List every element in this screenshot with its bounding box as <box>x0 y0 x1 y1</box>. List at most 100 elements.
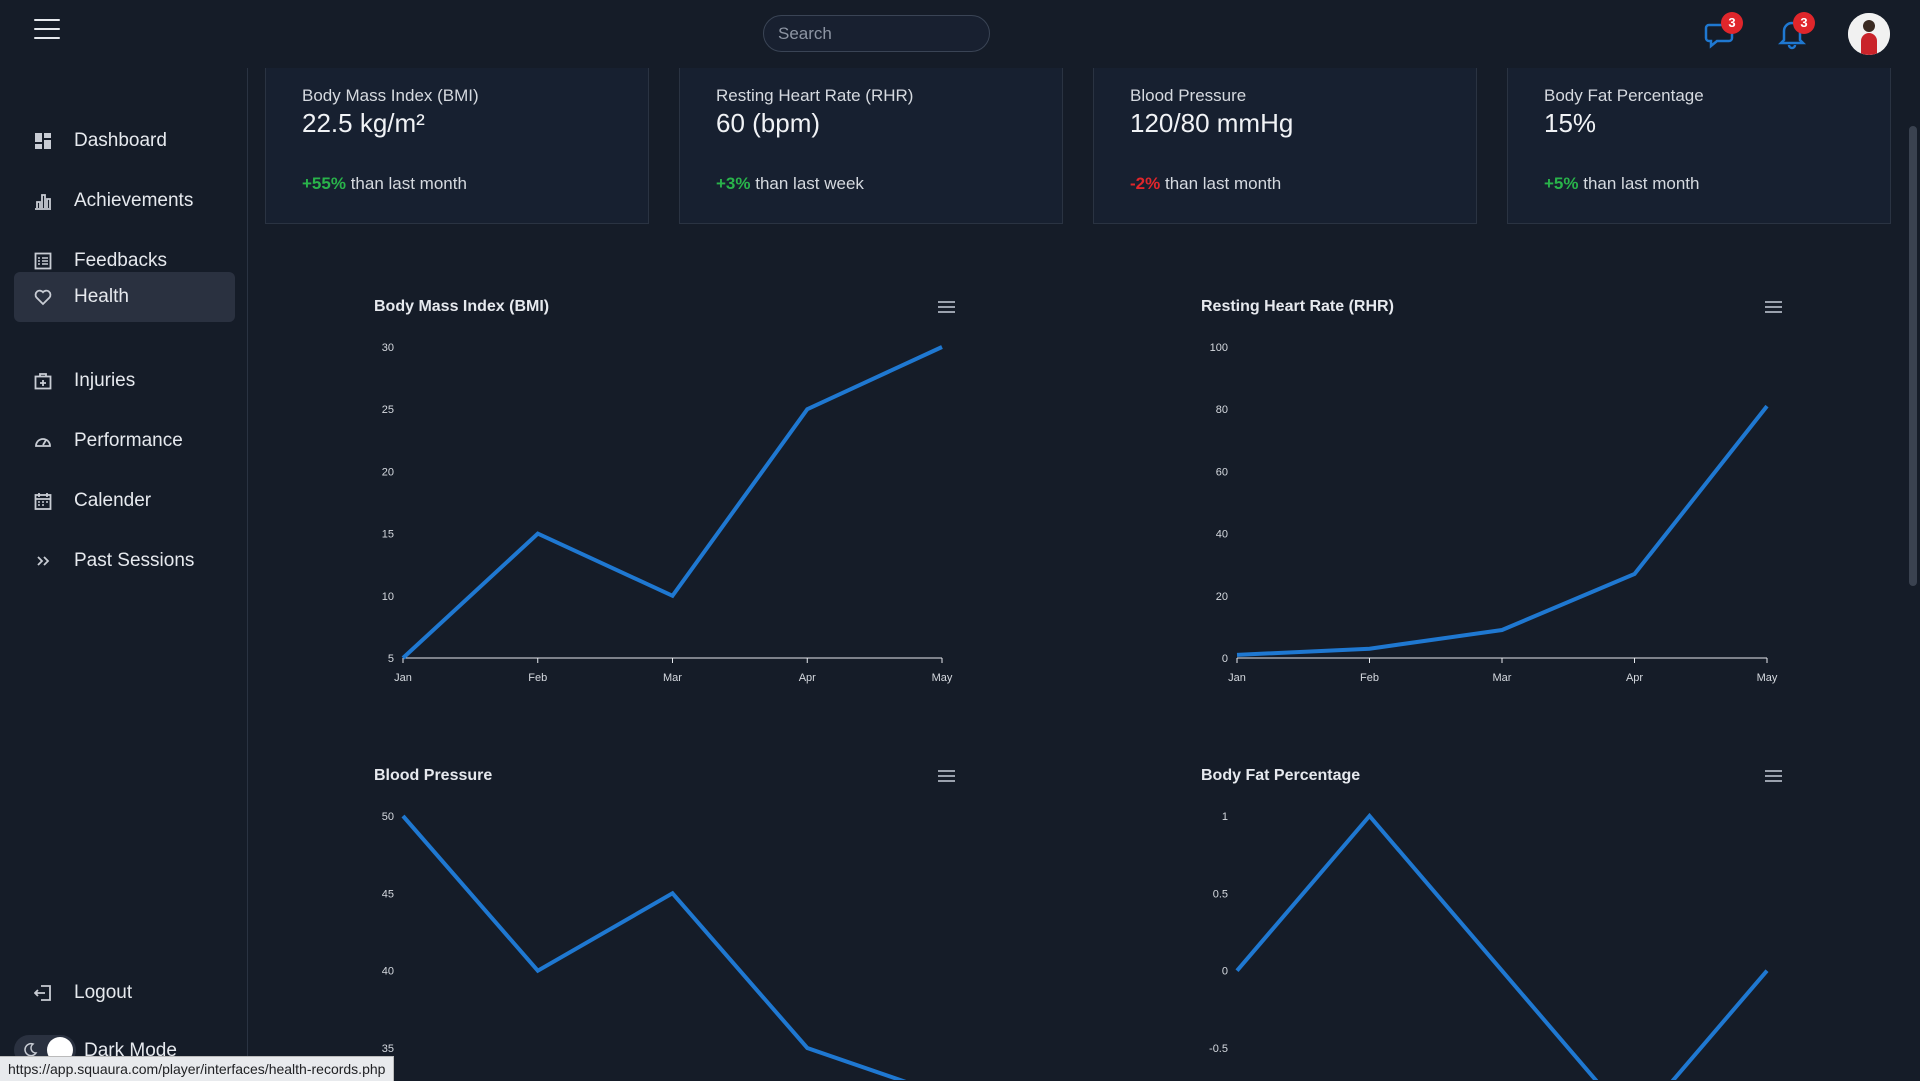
x-tick-label: May <box>1757 672 1778 684</box>
series-line <box>1235 812 1769 1080</box>
y-tick-label: 20 <box>382 466 394 478</box>
change-text: than last month <box>350 174 467 193</box>
stat-card-blood-pressure: Blood Pressure 120/80 mmHg -2% than last… <box>1093 68 1477 224</box>
calendar-icon <box>34 493 52 510</box>
messages-button[interactable]: 3 <box>1703 12 1743 50</box>
y-tick-label: 50 <box>382 811 394 823</box>
scroll-thumb[interactable] <box>1909 126 1917 586</box>
y-tick-label: 0 <box>1222 653 1228 665</box>
notifications-button[interactable]: 3 <box>1775 12 1815 50</box>
avatar[interactable] <box>1848 13 1890 55</box>
card-value: 60 (bpm) <box>716 108 821 138</box>
medkit-icon <box>34 373 52 390</box>
chart-title-blood-pressure: Blood Pressure <box>374 767 493 784</box>
heart-icon <box>34 289 52 306</box>
bar-chart-icon <box>35 194 51 210</box>
chart-title-rhr: Resting Heart Rate (RHR) <box>1201 298 1394 315</box>
change-percent: +55% <box>302 174 346 193</box>
y-tick-label: 100 <box>1210 342 1228 354</box>
chart-body-fat: -0.5 0 0.5 1 <box>1209 811 1769 1080</box>
stat-card-bmi: Body Mass Index (BMI) 22.5 kg/m² +55% th… <box>265 68 649 224</box>
sidebar-item-feedbacks[interactable]: Feedbacks <box>14 236 235 286</box>
y-tick-label: 40 <box>382 966 394 978</box>
x-tick-label: Mar <box>663 672 682 684</box>
stat-card-body-fat: Body Fat Percentage 15% +5% than last mo… <box>1507 68 1891 224</box>
menu-toggle-icon[interactable] <box>34 19 60 41</box>
card-change: -2% than last month <box>1130 174 1281 194</box>
sidebar-item-injuries[interactable]: Injuries <box>14 356 235 406</box>
user-avatar-icon <box>1848 13 1890 55</box>
logout-icon <box>34 985 51 1001</box>
change-percent: +5% <box>1544 174 1579 193</box>
change-text: than last month <box>1583 174 1700 193</box>
sidebar-item-achievements[interactable]: Achievements <box>14 176 235 226</box>
y-tick-label: 10 <box>382 591 394 603</box>
card-title: Body Fat Percentage <box>1544 86 1704 105</box>
x-tick-label: Mar <box>1493 672 1512 684</box>
change-percent: -2% <box>1130 174 1161 193</box>
sidebar-item-performance[interactable]: Performance <box>14 416 235 466</box>
y-tick-label: 0 <box>1222 966 1228 978</box>
chart-menu-icon[interactable] <box>938 301 955 315</box>
chart-title-body-fat: Body Fat Percentage <box>1201 767 1361 784</box>
chart-menu-icon[interactable] <box>938 770 955 784</box>
y-tick-label: 0.5 <box>1213 888 1228 900</box>
x-tick-label: Jan <box>394 672 412 684</box>
search-input[interactable] <box>763 15 990 52</box>
logout-button[interactable]: Logout <box>14 968 235 1018</box>
y-tick-label: 80 <box>1216 404 1228 416</box>
logout-label: Logout <box>74 982 133 1003</box>
page-scrollbar[interactable] <box>1906 68 1920 1056</box>
sidebar-item-label: Past Sessions <box>74 550 195 571</box>
series-line <box>1236 404 1769 657</box>
y-tick-label: 40 <box>1216 529 1228 541</box>
sidebar-item-label: Feedbacks <box>74 250 167 271</box>
sidebar-item-calender[interactable]: Calender <box>14 476 235 526</box>
notifications-badge: 3 <box>1793 12 1815 34</box>
sidebar-item-label: Calender <box>74 490 152 511</box>
change-percent: +3% <box>716 174 751 193</box>
sidebar-item-dashboard[interactable]: Dashboard <box>14 116 235 166</box>
y-tick-label: 1 <box>1222 811 1228 823</box>
x-tick-label: Jan <box>1228 672 1246 684</box>
y-tick-label: 35 <box>382 1043 394 1055</box>
change-text: than last week <box>755 174 864 193</box>
y-tick-label: 45 <box>382 888 394 900</box>
chart-rhr: 0 20 40 60 80 100 Jan Feb Mar Apr May <box>1210 342 1778 684</box>
dashboard-icon <box>35 133 51 149</box>
gauge-icon <box>35 438 51 447</box>
series-line <box>401 345 943 660</box>
top-bar: 3 3 <box>0 0 1920 68</box>
sidebar-item-label: Health <box>74 286 129 307</box>
sidebar-item-label: Injuries <box>74 370 136 391</box>
messages-badge: 3 <box>1721 12 1743 34</box>
chart-menu-icon[interactable] <box>1765 770 1782 784</box>
y-tick-label: 15 <box>382 529 394 541</box>
sidebar-item-label: Dashboard <box>74 130 167 151</box>
stat-card-rhr: Resting Heart Rate (RHR) 60 (bpm) +3% th… <box>679 68 1063 224</box>
change-text: than last month <box>1164 174 1282 193</box>
card-value: 15% <box>1544 108 1597 138</box>
card-title: Body Mass Index (BMI) <box>302 86 479 105</box>
sidebar: Dashboard Achievements Feedbacks Health … <box>0 68 248 1080</box>
card-value: 120/80 mmHg <box>1130 108 1294 138</box>
card-value: 22.5 kg/m² <box>302 108 425 138</box>
card-change: +55% than last month <box>302 174 467 194</box>
y-tick-label: 30 <box>382 342 394 354</box>
y-tick-label: -0.5 <box>1209 1043 1228 1055</box>
card-change: +5% than last month <box>1544 174 1699 194</box>
link-status-bar: https://app.squaura.com/player/interface… <box>0 1056 395 1081</box>
chart-menu-icon[interactable] <box>1765 301 1782 315</box>
sidebar-item-past-sessions[interactable]: Past Sessions <box>14 536 235 586</box>
card-title: Resting Heart Rate (RHR) <box>716 86 914 105</box>
sidebar-item-health[interactable]: Health <box>14 272 235 322</box>
chevrons-right-icon <box>37 556 50 566</box>
x-tick-label: May <box>932 672 953 684</box>
chart-bmi: 5 10 15 20 25 30 Jan Feb Mar Apr May <box>382 342 953 684</box>
chart-title-bmi: Body Mass Index (BMI) <box>374 298 550 315</box>
series-line <box>401 814 907 1080</box>
y-tick-label: 25 <box>382 404 394 416</box>
sidebar-item-label: Achievements <box>74 190 194 211</box>
dark-mode-label: Dark Mode <box>84 1040 177 1061</box>
card-title: Blood Pressure <box>1130 86 1247 105</box>
